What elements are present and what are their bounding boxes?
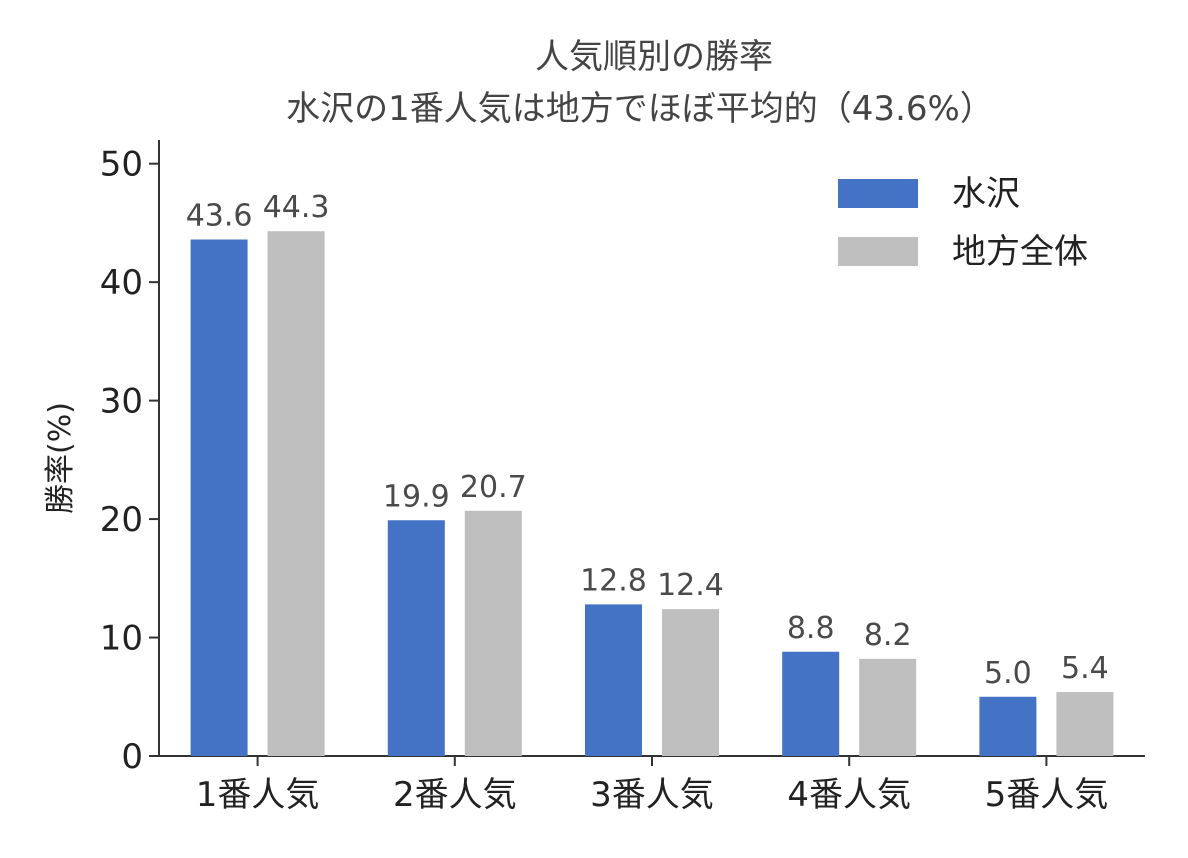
bar-value-label: 43.6 <box>186 199 253 234</box>
y-tick-label: 20 <box>100 500 143 540</box>
axes: 0 10 20 30 40 50 1番人気 2番人気 3番人気 4番人気 5番人気 <box>100 140 1145 815</box>
x-tick-label: 4番人気 <box>787 775 911 815</box>
bar-chiho-zentai <box>859 658 917 756</box>
bar-mizusawa <box>782 651 840 756</box>
y-tick-label: 0 <box>121 737 143 777</box>
bar-value-label: 19.9 <box>383 479 450 514</box>
y-tick-label: 50 <box>100 145 143 185</box>
bar-mizusawa <box>387 520 445 756</box>
bar-value-label: 44.3 <box>263 190 330 225</box>
legend-swatch-mizusawa <box>838 179 918 208</box>
x-tick-label: 1番人気 <box>196 775 320 815</box>
bar-chiho-zentai <box>267 231 325 756</box>
chart-subtitle: 水沢の1番人気は地方でほぼ平均的（43.6%） <box>286 89 994 129</box>
bar-value-label: 5.0 <box>984 656 1032 691</box>
chart-title: 人気順別の勝率 <box>535 37 773 77</box>
bar-chiho-zentai <box>464 510 522 756</box>
bar-value-label: 12.4 <box>657 568 724 603</box>
y-tick-label: 40 <box>100 263 143 303</box>
bar-value-label: 8.8 <box>787 611 835 646</box>
bar-value-label: 20.7 <box>460 470 527 505</box>
legend-swatch-chiho-zentai <box>838 237 918 266</box>
y-tick-label: 30 <box>100 382 143 422</box>
bar-mizusawa <box>190 239 248 756</box>
bar-chiho-zentai <box>1056 692 1114 756</box>
legend-label-chiho-zentai: 地方全体 <box>952 232 1088 272</box>
y-axis-label: 勝率(%) <box>43 402 78 514</box>
bars <box>190 231 1114 756</box>
bar-chiho-zentai <box>662 609 719 756</box>
x-tick-label: 2番人気 <box>393 775 517 815</box>
bar-value-label: 8.2 <box>864 618 912 653</box>
legend-label-mizusawa: 水沢 <box>952 174 1020 214</box>
bar-value-label: 12.8 <box>580 563 647 598</box>
bar-mizusawa <box>585 604 642 756</box>
value-labels: 43.6 44.3 19.9 20.7 12.8 12.4 8.8 8.2 5.0 5.4 <box>186 190 1109 691</box>
bar-value-label: 5.4 <box>1061 651 1109 686</box>
x-tick-label: 3番人気 <box>590 775 714 815</box>
y-tick-label: 10 <box>100 619 143 659</box>
bar-mizusawa <box>979 696 1037 756</box>
x-tick-label: 5番人気 <box>985 775 1109 815</box>
